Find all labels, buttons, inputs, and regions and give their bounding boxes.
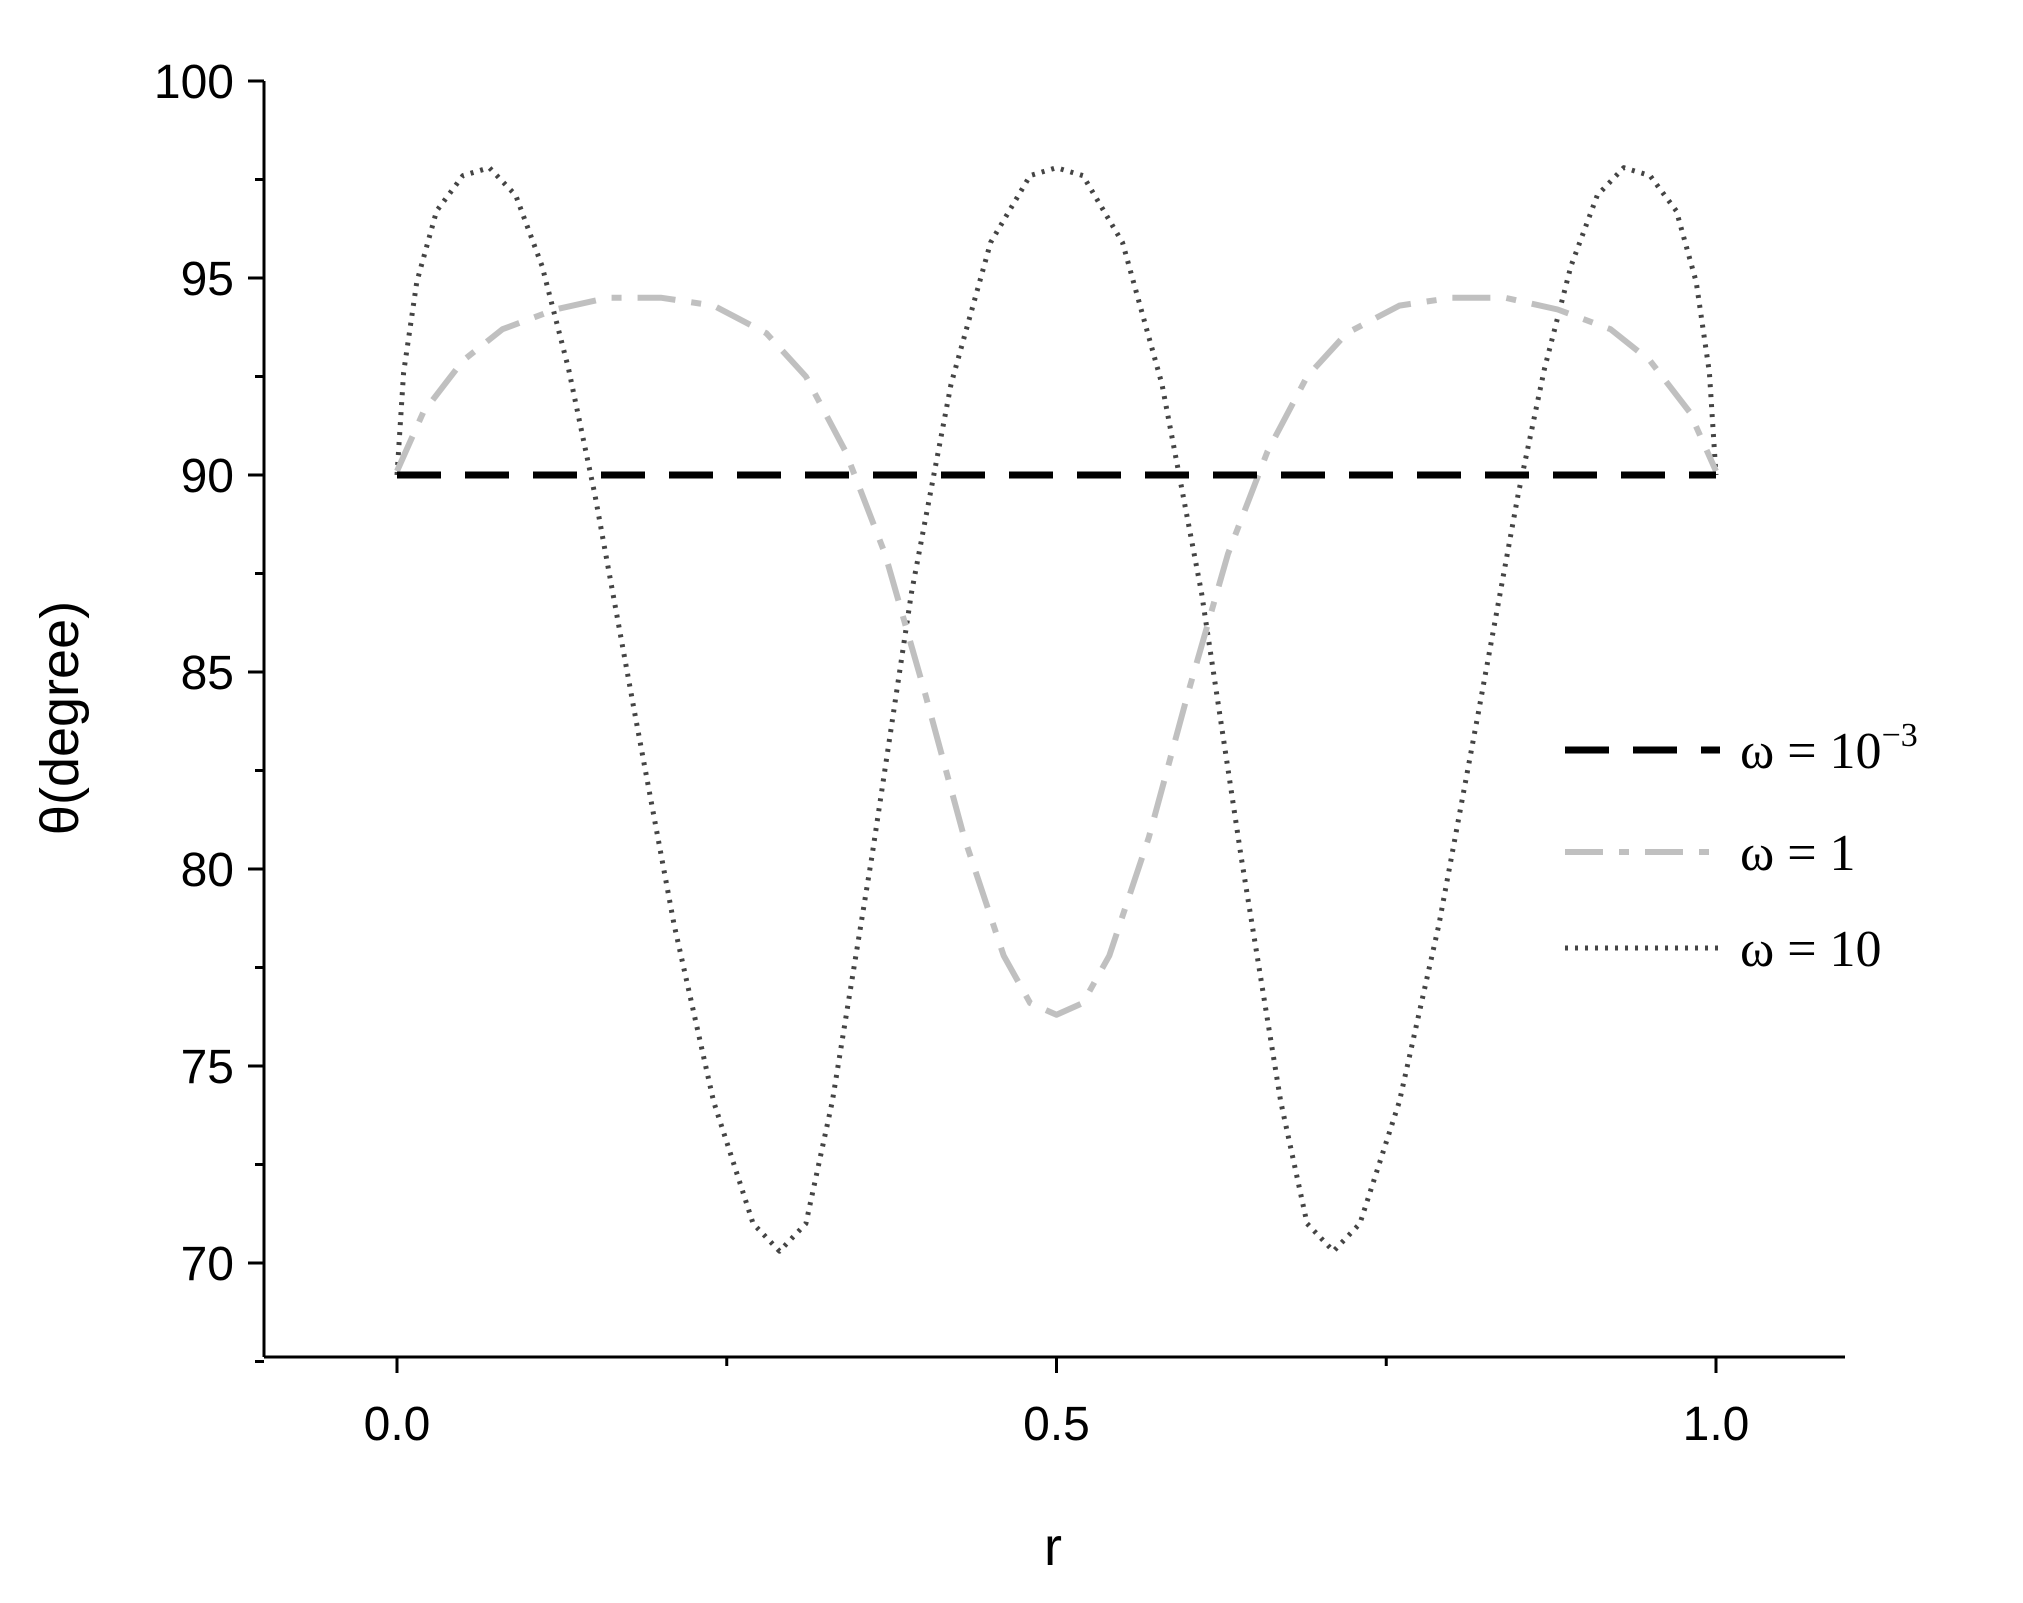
legend: ω = 10−3 ω = 1 ω = 10 [1565, 717, 1918, 978]
x-tick-label: 0.0 [364, 1398, 431, 1451]
y-tick-label: 95 [181, 253, 234, 306]
plot-area [394, 165, 1719, 1254]
y-tick-label: 100 [154, 56, 234, 109]
y-tick-label: 70 [181, 1238, 234, 1291]
y-axis-label: θ(degree) [30, 601, 90, 835]
x-axis-label: r [1044, 1517, 1062, 1577]
legend-label-1: ω = 10−3 [1740, 717, 1918, 780]
x-tick-label: 0.5 [1023, 1398, 1090, 1451]
y-tick-label: 75 [181, 1041, 234, 1094]
legend-label-3: ω = 10 [1740, 921, 1882, 978]
axes: 70 75 80 85 90 95 100 0.0 0.5 1.0 [154, 56, 1845, 1451]
series-line-3 [394, 165, 1719, 1254]
y-tick-label: 85 [181, 647, 234, 700]
y-tick-label: 80 [181, 844, 234, 897]
legend-label-2: ω = 1 [1740, 825, 1856, 882]
legend-label-superscript: −3 [1882, 717, 1918, 754]
y-tick-label: 90 [181, 450, 234, 503]
series-line-2 [394, 294, 1719, 1018]
x-tick-label: 1.0 [1683, 1398, 1750, 1451]
